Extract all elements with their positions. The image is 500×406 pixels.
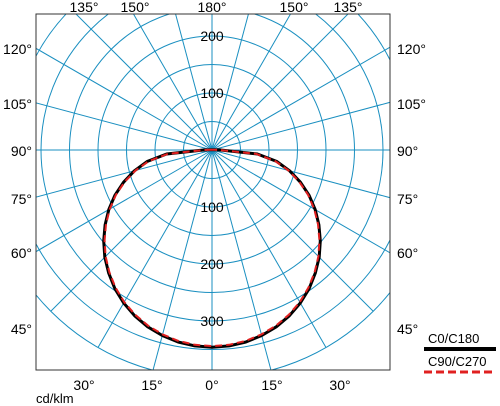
legend: C0/C180 C90/C270	[424, 331, 496, 374]
radial-label-lower-300: 300	[200, 313, 224, 329]
angle-label-bottom-4: 30°	[329, 377, 350, 393]
grid-spoke-195	[175, 14, 213, 151]
angle-label-left-1: 105°	[3, 96, 32, 112]
grid-spoke-300	[36, 149, 213, 253]
angle-label-left-2: 90°	[11, 143, 32, 159]
angle-label-left-0: 120°	[3, 41, 32, 57]
grid-spoke-210	[132, 14, 213, 151]
angle-label-right-2: 90°	[397, 143, 418, 159]
grid-spoke-30	[211, 149, 327, 348]
plot-frame	[35, 13, 391, 371]
angle-labels: 135° 150° 180° 150° 135° 120° 105° 90° 75° 60° 45°…	[3, 0, 426, 393]
series-curve-c90-c270	[103, 148, 321, 348]
angle-label-top-1: 150°	[121, 0, 150, 15]
angle-label-right-4: 60°	[397, 245, 418, 261]
grid-spoke-135	[211, 14, 349, 151]
grid-spoke-60	[211, 149, 390, 254]
grid-spoke-45	[211, 149, 374, 312]
grid-spoke-120	[211, 46, 390, 151]
angle-label-right-5: 45°	[397, 321, 418, 337]
legend-label-c0-c180: C0/C180	[428, 331, 479, 346]
angle-label-bottom-0: 30°	[73, 377, 94, 393]
grid-spoke-165	[211, 14, 249, 151]
angle-label-bottom-3: 15°	[261, 377, 282, 393]
grid-spoke-240	[36, 47, 213, 151]
angle-label-top-3: 150°	[280, 0, 309, 15]
grid-spoke-150	[211, 14, 292, 151]
grid-spoke-330	[97, 149, 213, 348]
angle-label-top-2: 180°	[198, 0, 227, 15]
grid-spoke-315	[50, 149, 213, 312]
angle-label-right-3: 75°	[397, 191, 418, 207]
angle-label-top-4: 135°	[334, 0, 363, 15]
unit-label: cd/klm	[36, 391, 74, 406]
grid-spoke-255	[36, 102, 213, 151]
angle-label-right-0: 120°	[397, 41, 426, 57]
radial-labels: 100100200200300300	[200, 28, 224, 329]
radial-label-upper-100: 100	[200, 85, 224, 101]
angle-label-bottom-1: 15°	[141, 377, 162, 393]
legend-label-c90-c270: C90/C270	[428, 354, 487, 369]
angle-label-left-3: 75°	[11, 191, 32, 207]
grid-spoke-225	[75, 14, 213, 151]
angle-label-top-0: 135°	[70, 0, 99, 15]
angle-label-left-4: 60°	[11, 245, 32, 261]
grid-spoke-285	[36, 149, 213, 198]
angle-label-right-1: 105°	[397, 96, 426, 112]
radial-label-lower-200: 200	[200, 256, 224, 272]
radial-label-upper-200: 200	[200, 28, 224, 44]
curve-layer	[102, 148, 322, 349]
grid-spoke-105	[211, 101, 390, 151]
grid-spoke-75	[211, 149, 390, 199]
angle-label-left-5: 45°	[11, 321, 32, 337]
radial-label-lower-100: 100	[200, 199, 224, 215]
angle-label-bottom-2: 0°	[205, 377, 218, 393]
